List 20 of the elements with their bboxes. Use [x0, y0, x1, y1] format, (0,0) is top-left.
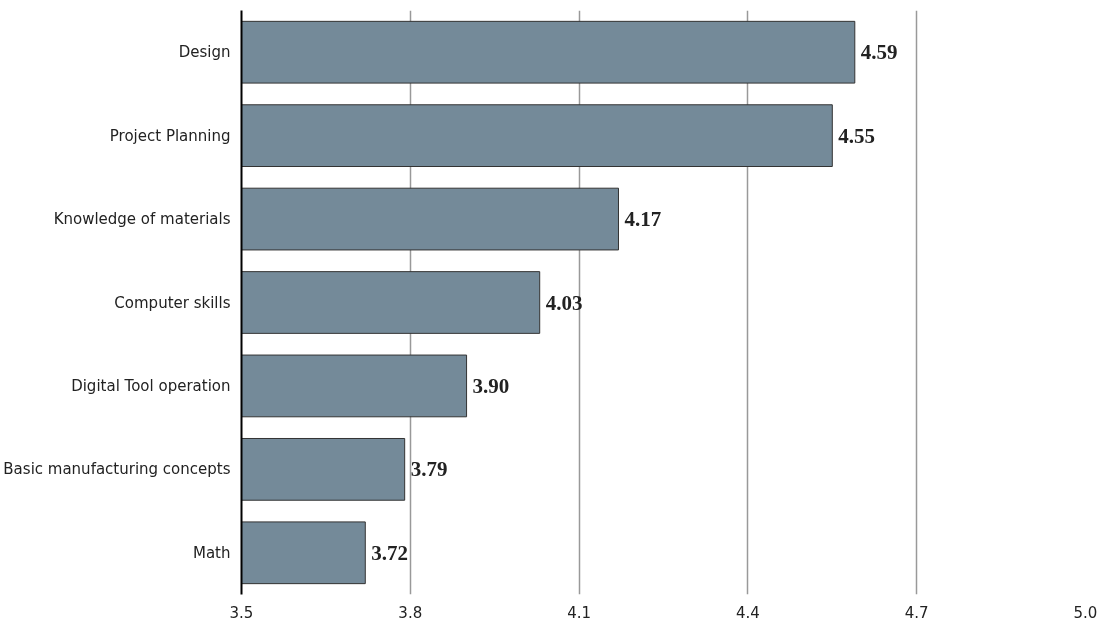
data-label: 3.72 [371, 540, 409, 565]
x-tick-label: 3.5 [229, 603, 254, 622]
x-tick-label: 5.0 [1073, 603, 1098, 622]
data-label: 3.79 [410, 457, 448, 482]
x-tick-label: 4.4 [735, 603, 760, 622]
data-label: 4.03 [545, 290, 583, 315]
x-tick-label: 4.1 [567, 603, 592, 622]
y-tick-label: Math [192, 543, 231, 562]
data-label: 3.90 [472, 373, 510, 398]
y-tick-label: Knowledge of materials [53, 210, 231, 229]
y-tick-label: Design [178, 43, 231, 62]
y-tick-label: Project Planning [109, 126, 231, 145]
x-tick-label: 3.8 [398, 603, 423, 622]
data-label: 4.59 [860, 40, 898, 65]
y-tick-label: Computer skills [114, 293, 231, 312]
y-tick-label: Digital Tool operation [71, 376, 231, 395]
x-tick-label: 4.7 [904, 603, 929, 622]
y-tick-label: Basic manufacturing concepts [3, 460, 231, 479]
data-label: 4.17 [624, 207, 662, 232]
data-label: 4.55 [838, 123, 876, 148]
